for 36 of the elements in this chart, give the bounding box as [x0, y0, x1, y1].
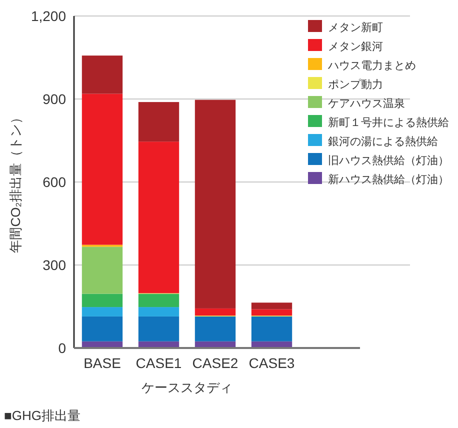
legend-label: 新ハウス熱供給（灯油）: [328, 173, 449, 186]
x-tick-label: BASE: [84, 355, 121, 371]
y-tick-label: 900: [42, 91, 66, 107]
bar: [82, 56, 123, 94]
legend-label: ケアハウス温泉: [328, 98, 405, 110]
x-tick-label: CASE3: [248, 355, 295, 371]
y-tick-label: 1,200: [30, 8, 66, 24]
y-tick-label: 300: [42, 257, 66, 273]
bar: [194, 100, 236, 308]
x-tick-label: CASE2: [192, 355, 238, 371]
legend-label: 旧ハウス熱供給（灯油）: [328, 154, 449, 167]
legend-label: 銀河の湯による熱供給: [328, 135, 438, 148]
bar: [138, 294, 180, 308]
bar: [82, 307, 123, 316]
x-axis-title: ケーススタディ: [142, 380, 232, 395]
y-tick-label: 0: [58, 340, 66, 356]
legend-label: 新町１号井による熱供給: [328, 116, 449, 129]
bar: [251, 316, 292, 342]
y-tick-label: 600: [42, 174, 66, 190]
bar: [194, 316, 236, 342]
bar: [194, 308, 236, 316]
x-tick-label: CASE1: [136, 355, 182, 371]
bar: [138, 102, 180, 142]
bar: [251, 309, 292, 316]
bar: [138, 142, 180, 294]
bar: [138, 316, 180, 342]
bar: [82, 316, 123, 342]
bar: [138, 307, 180, 316]
legend-label: メタン銀河: [328, 41, 383, 53]
y-axis-title: 年間CO₂排出量（トン）: [8, 111, 23, 253]
legend-label: メタン新町: [328, 21, 383, 34]
text: ■GHG排出量: [4, 408, 80, 423]
legend-label: ポンプ動力: [328, 78, 383, 91]
bar: [82, 294, 123, 308]
legend-label: ハウス電力まとめ: [327, 59, 416, 72]
bar: [251, 302, 292, 310]
